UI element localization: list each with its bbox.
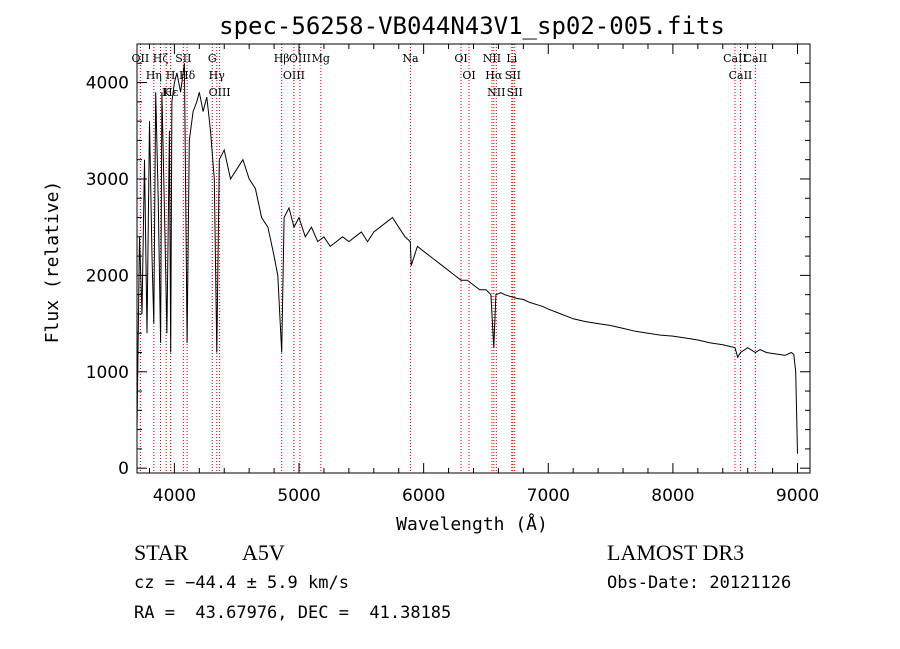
line-label-10: OIII xyxy=(209,86,231,99)
x-tick-labels: 4000 5000 6000 7000 8000 9000 xyxy=(153,486,819,506)
line-label-2: Hζ xyxy=(153,52,169,65)
y-tick-label-4: 4000 xyxy=(86,74,129,94)
y-tick-label-0: 0 xyxy=(118,459,129,479)
line-label-23: SII xyxy=(507,86,523,99)
line-label-0: OII xyxy=(132,52,150,65)
line-label-25: CaII xyxy=(729,69,753,82)
y-tick-label-3: 3000 xyxy=(86,170,129,190)
line-label-12: OIII xyxy=(283,69,305,82)
line-label-16: OI xyxy=(454,52,467,65)
y-axis-label: Flux (relative) xyxy=(42,181,63,344)
line-label-15: Na xyxy=(402,52,419,65)
chart-title: spec-56258-VB044N43V1_sp02-005.fits xyxy=(219,12,725,40)
x-tick-label-0: 4000 xyxy=(153,486,196,506)
line-label-14: Mg xyxy=(312,52,330,65)
line-label-5: Hε xyxy=(163,86,179,99)
x-tick-label-5: 9000 xyxy=(776,486,819,506)
line-label-3: K xyxy=(162,86,171,99)
x-tick-label-4: 8000 xyxy=(651,486,694,506)
line-label-24: CaII xyxy=(723,52,747,65)
line-label-26: CaII xyxy=(744,52,768,65)
line-label-22: SII xyxy=(505,69,521,82)
object-class: STAR xyxy=(134,540,189,565)
object-subclass: A5V xyxy=(242,540,285,565)
x-tick-label-3: 7000 xyxy=(527,486,570,506)
line-label-8: G xyxy=(208,52,217,65)
line-label-11: Hβ xyxy=(274,52,290,65)
line-label-9: Hγ xyxy=(209,69,226,82)
axis-ticks xyxy=(137,43,810,473)
line-label-20: NII xyxy=(487,86,505,99)
y-tick-label-2: 2000 xyxy=(86,266,129,286)
line-label-13: OIII xyxy=(289,52,311,65)
spectrum-series-line xyxy=(136,63,798,454)
observation-date: Obs-Date: 20121126 xyxy=(607,573,792,593)
line-label-21: Li xyxy=(506,52,517,65)
line-label-7: Hδ xyxy=(179,69,196,82)
x-axis-label: Wavelength (Å) xyxy=(396,513,548,535)
x-tick-label-1: 5000 xyxy=(277,486,320,506)
y-tick-label-1: 1000 xyxy=(86,363,129,383)
line-label-18: NII xyxy=(483,52,501,65)
y-tick-labels: 0 1000 2000 3000 4000 xyxy=(86,74,129,480)
line-label-6: SII xyxy=(175,52,191,65)
line-label-17: OI xyxy=(462,69,475,82)
line-label-1: Hη xyxy=(146,69,162,82)
coordinates: RA = 43.67976, DEC = 41.38185 xyxy=(134,603,452,623)
line-label-19: Hα xyxy=(485,69,503,82)
plot-frame xyxy=(136,43,811,474)
survey-name: LAMOST DR3 xyxy=(607,540,745,565)
line-label-4: H xyxy=(166,69,176,82)
redshift-velocity: cz = −44.4 ± 5.9 km/s xyxy=(134,573,349,593)
x-tick-label-2: 6000 xyxy=(402,486,445,506)
spectral-line-markers xyxy=(139,44,756,473)
